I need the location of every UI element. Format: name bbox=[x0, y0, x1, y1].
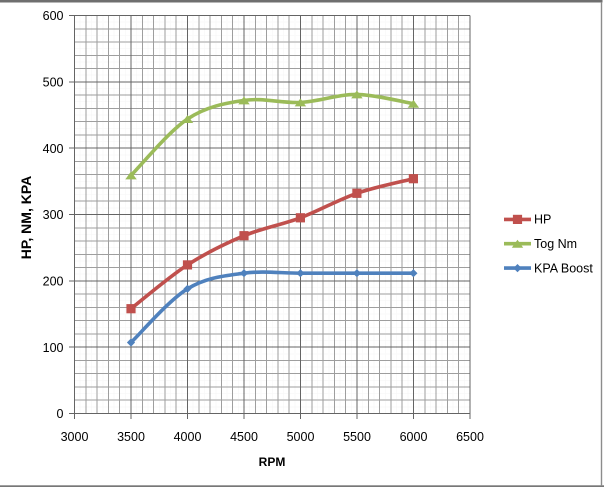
svg-text:KPA Boost: KPA Boost bbox=[534, 261, 593, 275]
svg-text:600: 600 bbox=[43, 9, 64, 23]
svg-text:400: 400 bbox=[43, 142, 64, 156]
svg-text:500: 500 bbox=[43, 75, 64, 89]
svg-text:Tog Nm: Tog Nm bbox=[534, 237, 577, 251]
svg-text:HP, NM, KPA: HP, NM, KPA bbox=[18, 176, 34, 260]
svg-text:100: 100 bbox=[43, 341, 64, 355]
svg-text:5000: 5000 bbox=[287, 430, 315, 444]
svg-text:200: 200 bbox=[43, 274, 64, 288]
svg-text:4000: 4000 bbox=[174, 430, 202, 444]
svg-text:6500: 6500 bbox=[456, 430, 484, 444]
svg-text:HP: HP bbox=[534, 213, 551, 227]
svg-text:300: 300 bbox=[43, 208, 64, 222]
svg-text:3500: 3500 bbox=[117, 430, 145, 444]
svg-text:RPM: RPM bbox=[259, 455, 286, 469]
svg-text:3000: 3000 bbox=[61, 430, 89, 444]
svg-text:5500: 5500 bbox=[343, 430, 371, 444]
svg-text:6000: 6000 bbox=[400, 430, 428, 444]
svg-text:0: 0 bbox=[57, 407, 64, 421]
svg-text:4500: 4500 bbox=[230, 430, 258, 444]
